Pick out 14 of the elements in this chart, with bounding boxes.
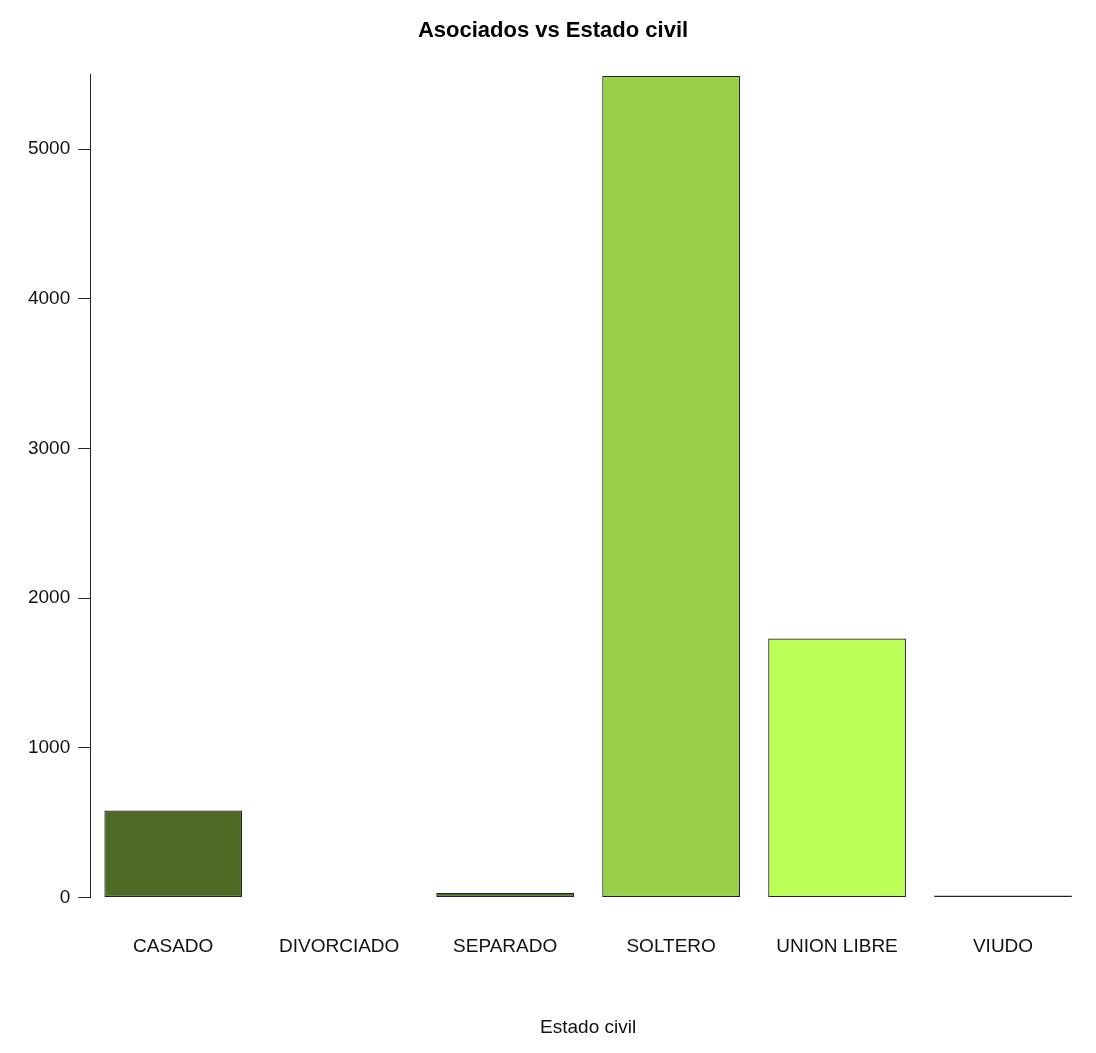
x-tick-label: VIUDO <box>972 935 1034 957</box>
y-tick-label: 2000 <box>27 586 71 608</box>
x-tick-label: DIVORCIADO <box>279 935 400 957</box>
y-tick-label: 3000 <box>27 436 71 458</box>
x-tick-label: UNION LIBRE <box>776 935 898 957</box>
y-tick-label: 0 <box>59 885 71 907</box>
y-tick-label: 1000 <box>27 736 71 757</box>
x-tick-label: SEPARADO <box>453 935 558 957</box>
x-axis-title: Estado civil <box>540 1015 637 1037</box>
x-tick-label: SOLTERO <box>626 935 716 957</box>
chart-title: Asociados vs Estado civil <box>417 17 689 43</box>
y-tick-label: 5000 <box>27 137 71 159</box>
y-tick-label: 4000 <box>27 287 71 309</box>
x-tick-label: CASADO <box>133 935 214 957</box>
